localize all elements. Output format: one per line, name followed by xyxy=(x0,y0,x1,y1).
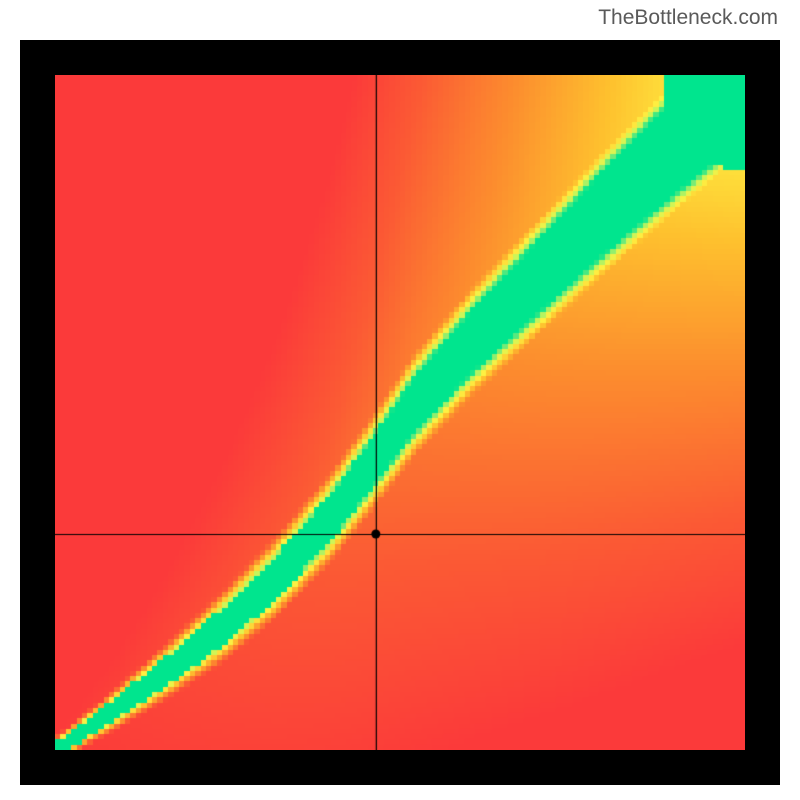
plot-frame xyxy=(20,40,780,785)
watermark-text: TheBottleneck.com xyxy=(598,6,778,30)
chart-container: TheBottleneck.com xyxy=(0,0,800,800)
crosshair-overlay xyxy=(55,75,745,750)
